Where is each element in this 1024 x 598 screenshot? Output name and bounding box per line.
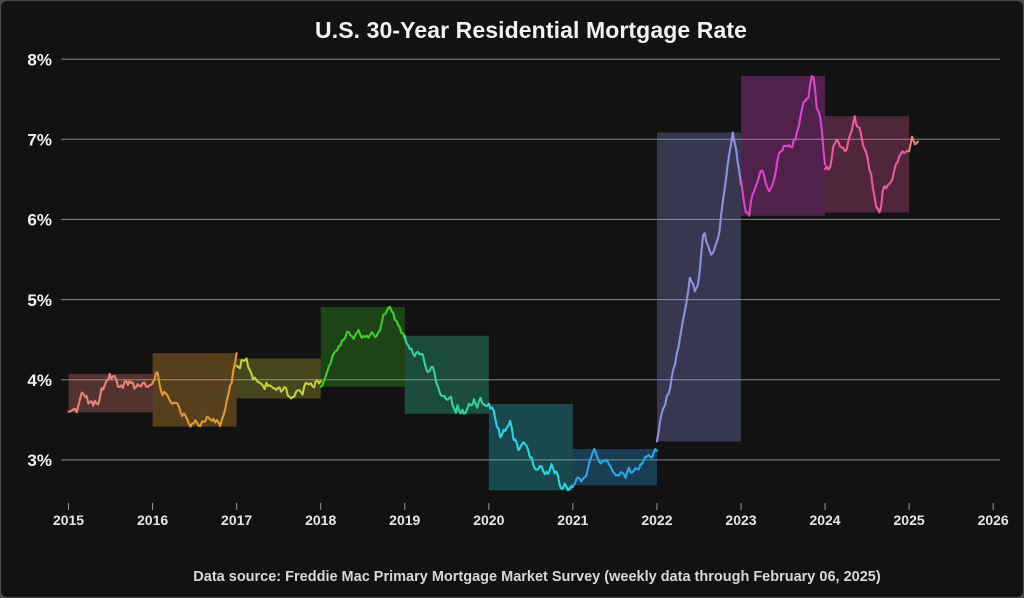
svg-text:2024: 2024 [809, 512, 840, 528]
svg-text:2017: 2017 [221, 512, 252, 528]
svg-text:2025: 2025 [894, 512, 925, 528]
svg-text:2020: 2020 [473, 512, 504, 528]
svg-text:2023: 2023 [725, 512, 756, 528]
svg-text:2016: 2016 [137, 512, 168, 528]
svg-text:2019: 2019 [389, 512, 420, 528]
svg-text:2015: 2015 [53, 512, 84, 528]
svg-text:2022: 2022 [641, 512, 672, 528]
svg-text:8%: 8% [27, 50, 52, 69]
svg-text:6%: 6% [27, 211, 52, 230]
svg-text:2018: 2018 [305, 512, 336, 528]
svg-text:4%: 4% [27, 371, 52, 390]
svg-text:3%: 3% [27, 451, 52, 470]
svg-text:7%: 7% [27, 131, 52, 150]
svg-text:5%: 5% [27, 291, 52, 310]
svg-text:2021: 2021 [557, 512, 588, 528]
svg-text:2026: 2026 [978, 512, 1009, 528]
